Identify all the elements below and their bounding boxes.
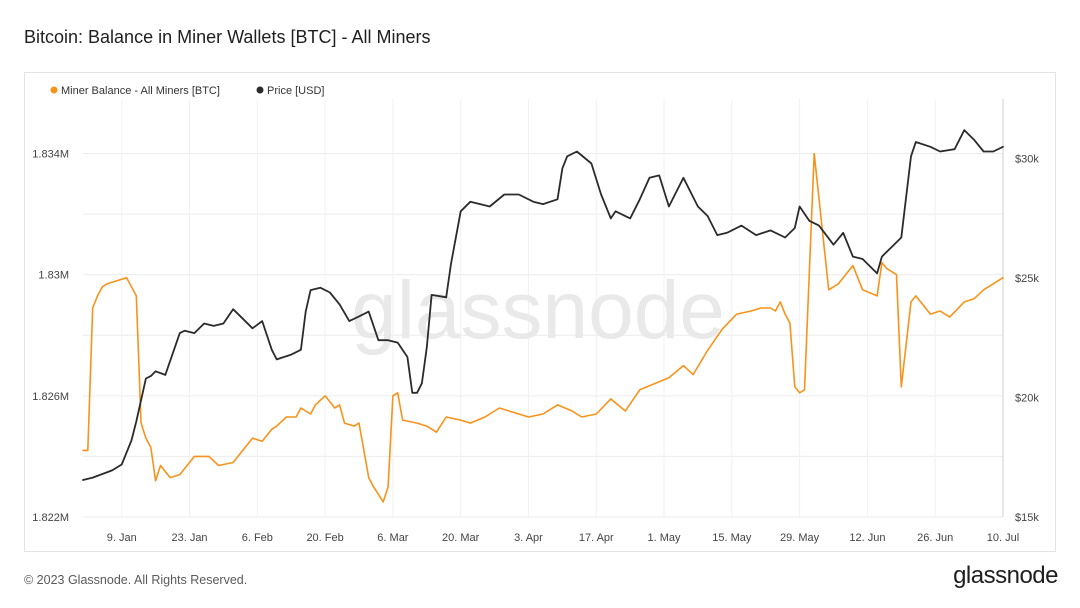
chart-svg: glassnode 9. Jan 23. Jan 6. Feb 20. Feb 6. M… <box>32 85 1039 544</box>
legend-label-miner-balance: Miner Balance - All Miners [BTC] <box>61 85 220 97</box>
grid <box>83 99 1004 518</box>
x-tick-label: 9. Jan <box>107 532 137 544</box>
legend[interactable]: Miner Balance - All Miners [BTC] Price [… <box>50 85 325 97</box>
legend-item-price[interactable]: Price [USD] <box>256 85 325 97</box>
chart-panel: glassnode 9. Jan 23. Jan 6. Feb 20. Feb 6. M… <box>24 72 1056 552</box>
y-left-tick-label: 1.834M <box>32 149 69 161</box>
legend-swatch-price <box>256 86 264 94</box>
glassnode-logo: glassnode <box>953 562 1058 589</box>
y-right-tick-label: $20k <box>1015 393 1039 405</box>
copyright-footer: © 2023 Glassnode. All Rights Reserved. <box>24 573 248 587</box>
x-tick-label: 10. Jul <box>987 532 1019 544</box>
x-tick-label: 12. Jun <box>849 532 885 544</box>
y-right-tick-label: $30k <box>1015 154 1039 166</box>
y-right-tick-label: $15k <box>1015 512 1039 524</box>
x-tick-label: 29. May <box>780 532 820 544</box>
x-tick-label: 1. May <box>648 532 682 544</box>
y-left-tick-label: 1.822M <box>32 512 69 524</box>
x-tick-label: 3. Apr <box>514 532 543 544</box>
legend-item-miner-balance[interactable]: Miner Balance - All Miners [BTC] <box>50 85 220 97</box>
chart-title: Bitcoin: Balance in Miner Wallets [BTC] … <box>24 27 431 47</box>
y-left-tick-label: 1.83M <box>38 270 69 282</box>
x-tick-label: 6. Mar <box>377 532 409 544</box>
legend-swatch-miner-balance <box>50 86 58 94</box>
x-tick-label: 23. Jan <box>171 532 207 544</box>
x-tick-label: 20. Mar <box>442 532 480 544</box>
x-tick-label: 17. Apr <box>579 532 614 544</box>
y-right-tick-label: $25k <box>1015 273 1039 285</box>
axes: 9. Jan 23. Jan 6. Feb 20. Feb 6. Mar 20. Mar 3… <box>32 99 1039 544</box>
series-layer <box>82 129 1004 503</box>
legend-label-price: Price [USD] <box>267 85 324 97</box>
x-tick-label: 26. Jun <box>917 532 953 544</box>
series-line-miner-balance[interactable] <box>82 152 1004 503</box>
series-line-price[interactable] <box>82 129 1004 481</box>
x-tick-label: 20. Feb <box>306 532 343 544</box>
x-tick-label: 15. May <box>712 532 752 544</box>
x-tick-label: 6. Feb <box>242 532 273 544</box>
y-left-tick-label: 1.826M <box>32 391 69 403</box>
watermark: glassnode <box>351 265 725 356</box>
